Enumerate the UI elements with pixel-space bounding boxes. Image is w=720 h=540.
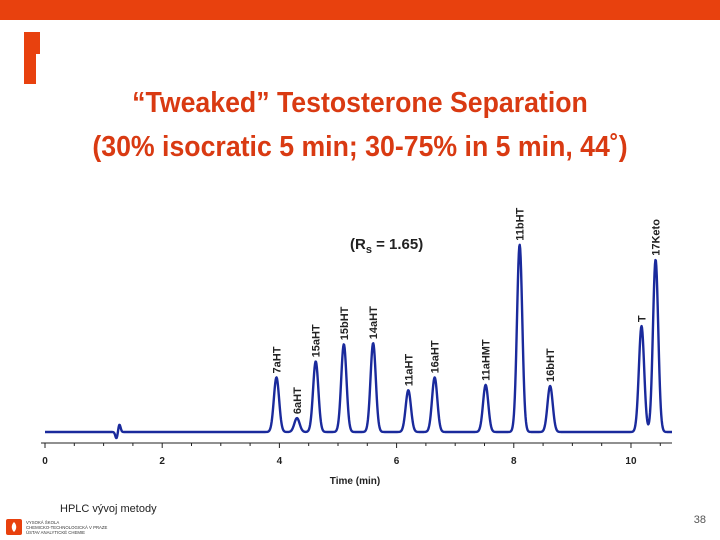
peak-label: 14aHT [368, 306, 380, 339]
peak-label: 11aHT [403, 354, 415, 387]
resolution-annotation: (Rs = 1.65) [350, 236, 423, 256]
university-logo-text: VYSOKÁ ŠKOLA CHEMICKO-TECHNOLOGICKÁ V PR… [26, 520, 107, 535]
university-logo-icon [6, 519, 22, 535]
x-tick-label: 0 [42, 456, 48, 467]
page-number: 38 [693, 514, 706, 526]
peak-label: 15aHT [311, 324, 323, 357]
chromatogram-chart: 0 2 4 6 8 10 Time (min) (Rs = 1.65) 7aHT 6aHT 15aH… [41, 207, 673, 487]
footer-text: HPLC vývoj metody [60, 503, 157, 515]
logo-line: CHEMICKO-TECHNOLOGICKÁ V PRAZE [26, 525, 108, 530]
slide-subtitle: (30% isocratic 5 min; 30-75% in 5 min, 4… [92, 131, 628, 163]
logo-line: ÚSTAV ANALYTICKÉ CHEMIE [26, 530, 85, 535]
top-accent-bar [0, 0, 720, 20]
x-axis-label: Time (min) [330, 476, 380, 487]
x-tick-label: 6 [394, 456, 400, 467]
logo-line: VYSOKÁ ŠKOLA [26, 520, 60, 525]
peak-label: 17Keto [651, 219, 663, 256]
x-tick-label: 8 [511, 456, 517, 467]
chromatogram-trace [44, 243, 673, 440]
peak-label: 6aHT [292, 387, 304, 414]
peak-label: 11bHT [515, 207, 527, 240]
x-tick-label: 4 [277, 456, 283, 467]
peak-label: 16aHT [430, 340, 442, 373]
x-tick-label: 2 [159, 456, 165, 467]
peak-label: 16bHT [545, 348, 557, 382]
title-accent-notch [36, 32, 40, 54]
slide-title: “Tweaked” Testosterone Separation [132, 87, 588, 119]
peak-label: T [637, 315, 649, 322]
peak-label: 7aHT [271, 346, 283, 373]
peak-label: 11aHMT [481, 339, 493, 381]
peak-label: 15bHT [339, 306, 351, 340]
x-tick-label: 10 [625, 456, 637, 467]
title-accent-mark [24, 32, 36, 84]
